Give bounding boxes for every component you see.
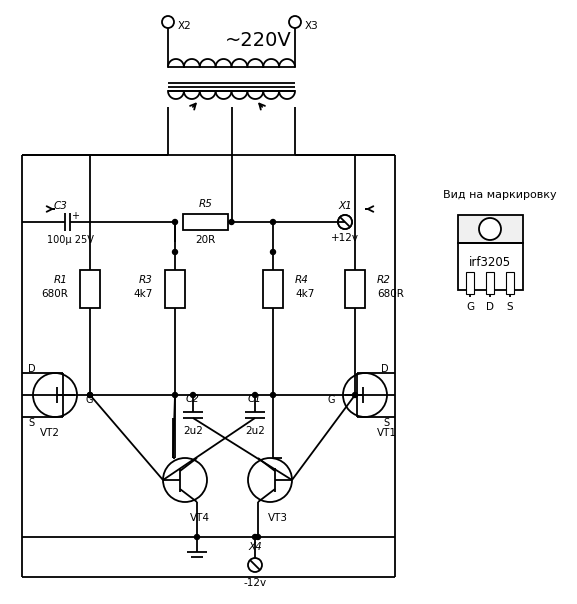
Text: R4: R4 <box>295 275 309 285</box>
Circle shape <box>256 535 260 539</box>
Text: 4k7: 4k7 <box>134 289 153 299</box>
Circle shape <box>162 16 174 28</box>
Text: D: D <box>381 364 389 374</box>
Text: 100μ 25V: 100μ 25V <box>47 235 93 245</box>
Text: 2u2: 2u2 <box>245 426 265 436</box>
Text: 20R: 20R <box>196 235 216 245</box>
Text: C1: C1 <box>248 394 262 404</box>
Text: 680R: 680R <box>377 289 404 299</box>
Circle shape <box>229 219 234 225</box>
Circle shape <box>173 393 178 397</box>
Text: X2: X2 <box>178 21 192 31</box>
Circle shape <box>479 218 501 240</box>
Text: 2u2: 2u2 <box>183 426 203 436</box>
Text: G: G <box>466 302 474 312</box>
Circle shape <box>88 393 92 397</box>
Circle shape <box>271 249 275 254</box>
Circle shape <box>163 458 207 502</box>
Text: D: D <box>28 364 36 374</box>
Bar <box>165 270 185 308</box>
Circle shape <box>338 215 352 229</box>
Text: C2: C2 <box>186 394 200 404</box>
Bar <box>486 272 494 294</box>
Circle shape <box>33 373 77 417</box>
Text: R1: R1 <box>54 275 68 285</box>
Text: X1: X1 <box>338 201 352 211</box>
Bar <box>458 215 523 243</box>
Circle shape <box>353 393 358 397</box>
Text: G: G <box>328 395 335 405</box>
Text: VT1: VT1 <box>377 428 397 438</box>
Circle shape <box>271 219 275 225</box>
Text: X3: X3 <box>305 21 319 31</box>
Bar <box>466 272 474 294</box>
Circle shape <box>88 393 92 397</box>
Text: R2: R2 <box>377 275 391 285</box>
Circle shape <box>253 535 257 539</box>
Text: +: + <box>71 211 79 221</box>
Circle shape <box>248 558 262 572</box>
Text: irf3205: irf3205 <box>469 255 511 269</box>
Text: +12v: +12v <box>331 233 359 243</box>
Text: ~220V: ~220V <box>225 30 292 50</box>
Circle shape <box>343 373 387 417</box>
Text: Вид на маркировку: Вид на маркировку <box>443 190 557 200</box>
Text: 680R: 680R <box>41 289 68 299</box>
Text: R3: R3 <box>139 275 153 285</box>
Text: C3: C3 <box>53 201 67 211</box>
Text: S: S <box>383 418 389 428</box>
Bar <box>506 272 514 294</box>
Text: VT4: VT4 <box>190 513 210 523</box>
Bar <box>345 270 365 308</box>
Text: S: S <box>28 418 34 428</box>
Text: VT2: VT2 <box>40 428 60 438</box>
Bar <box>183 214 228 230</box>
Text: G: G <box>85 395 92 405</box>
Circle shape <box>173 249 178 254</box>
Circle shape <box>173 219 178 225</box>
Circle shape <box>248 458 292 502</box>
Circle shape <box>338 215 352 229</box>
Circle shape <box>271 393 275 397</box>
Text: -12v: -12v <box>243 578 267 588</box>
Text: D: D <box>486 302 494 312</box>
Bar <box>263 270 283 308</box>
Text: S: S <box>507 302 514 312</box>
Circle shape <box>190 393 196 397</box>
Circle shape <box>194 535 200 539</box>
Circle shape <box>289 16 301 28</box>
Bar <box>80 270 100 308</box>
Text: 4k7: 4k7 <box>295 289 314 299</box>
Circle shape <box>353 393 358 397</box>
Text: VT3: VT3 <box>268 513 288 523</box>
Text: X4: X4 <box>248 542 262 552</box>
Circle shape <box>253 393 257 397</box>
Text: R5: R5 <box>198 199 212 209</box>
Bar <box>458 243 523 290</box>
